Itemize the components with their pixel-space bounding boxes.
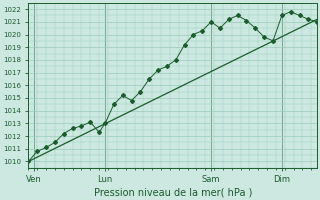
X-axis label: Pression niveau de la mer( hPa ): Pression niveau de la mer( hPa ) (94, 187, 252, 197)
